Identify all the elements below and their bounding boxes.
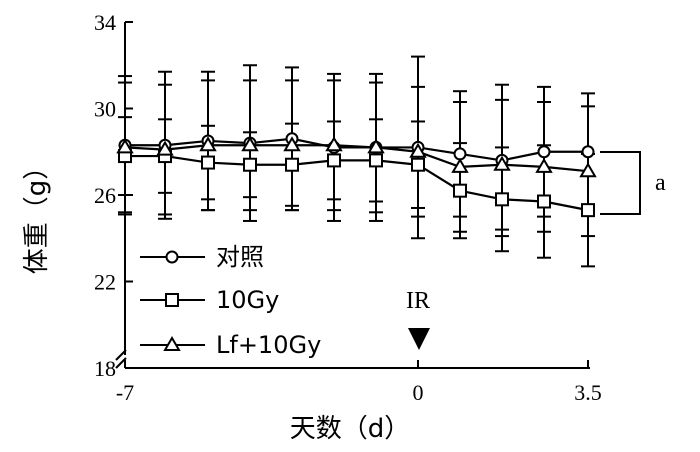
data-point-triangle	[579, 162, 597, 178]
series-markers	[116, 132, 597, 218]
data-point-triangle	[493, 155, 511, 171]
data-point-square	[369, 153, 383, 168]
data-point-square	[327, 153, 341, 168]
data-point-triangle	[241, 136, 259, 152]
data-point-square	[411, 157, 425, 172]
data-point-square	[285, 157, 299, 172]
series-line	[124, 144, 589, 173]
x-ticks: -7 0 3.5	[116, 360, 602, 405]
ir-label: IR	[406, 288, 430, 314]
data-point-square	[453, 183, 467, 198]
legend-item-10gy: 10Gy	[140, 286, 279, 314]
data-point-triangle	[367, 138, 385, 154]
data-point-triangle	[325, 136, 343, 152]
ir-arrow-icon	[408, 328, 430, 350]
data-point-triangle	[199, 136, 217, 152]
significance-label: a	[655, 170, 666, 196]
series-line	[125, 154, 589, 212]
significance-bracket: a	[600, 151, 666, 215]
y-axis-break	[115, 349, 127, 361]
data-point-triangle	[535, 157, 553, 173]
ir-annotation: IR	[406, 288, 430, 350]
x-tick-label: 0	[413, 380, 424, 405]
legend-label: 10Gy	[216, 286, 279, 314]
data-point-triangle	[451, 157, 469, 173]
y-tick-label: 26	[94, 183, 116, 208]
data-point-square	[537, 194, 551, 209]
series-line	[125, 137, 588, 162]
data-point-circle	[581, 145, 595, 159]
x-tick-label: -7	[116, 380, 134, 405]
data-point-square	[581, 203, 595, 218]
data-point-triangle	[409, 142, 427, 158]
x-tick-label: 3.5	[574, 380, 602, 405]
data-point-triangle	[116, 138, 134, 154]
x-axis-title: 天数（d）	[290, 414, 411, 444]
data-point-square	[243, 157, 257, 172]
series-lines	[124, 137, 589, 212]
data-point-triangle	[283, 136, 301, 152]
data-point-circle	[453, 147, 467, 161]
triangle-marker-icon	[163, 336, 181, 351]
y-tick-label: 22	[94, 270, 116, 295]
data-point-triangle	[156, 140, 174, 156]
y-axis-title: 体重（g）	[22, 154, 52, 275]
legend-item-control: 对照	[140, 243, 264, 271]
square-marker-icon	[165, 293, 179, 307]
legend: 对照 10Gy Lf+10Gy	[140, 243, 321, 359]
data-point-circle	[537, 145, 551, 159]
y-tick-label: 18	[94, 356, 116, 381]
data-point-square	[495, 192, 509, 207]
y-tick-label: 30	[94, 97, 116, 122]
legend-label: Lf+10Gy	[216, 331, 321, 359]
circle-marker-icon	[165, 250, 179, 264]
legend-label: 对照	[216, 243, 264, 271]
y-tick-label: 34	[94, 10, 116, 35]
data-point-square	[201, 155, 215, 170]
legend-item-lf-10gy: Lf+10Gy	[140, 331, 321, 359]
